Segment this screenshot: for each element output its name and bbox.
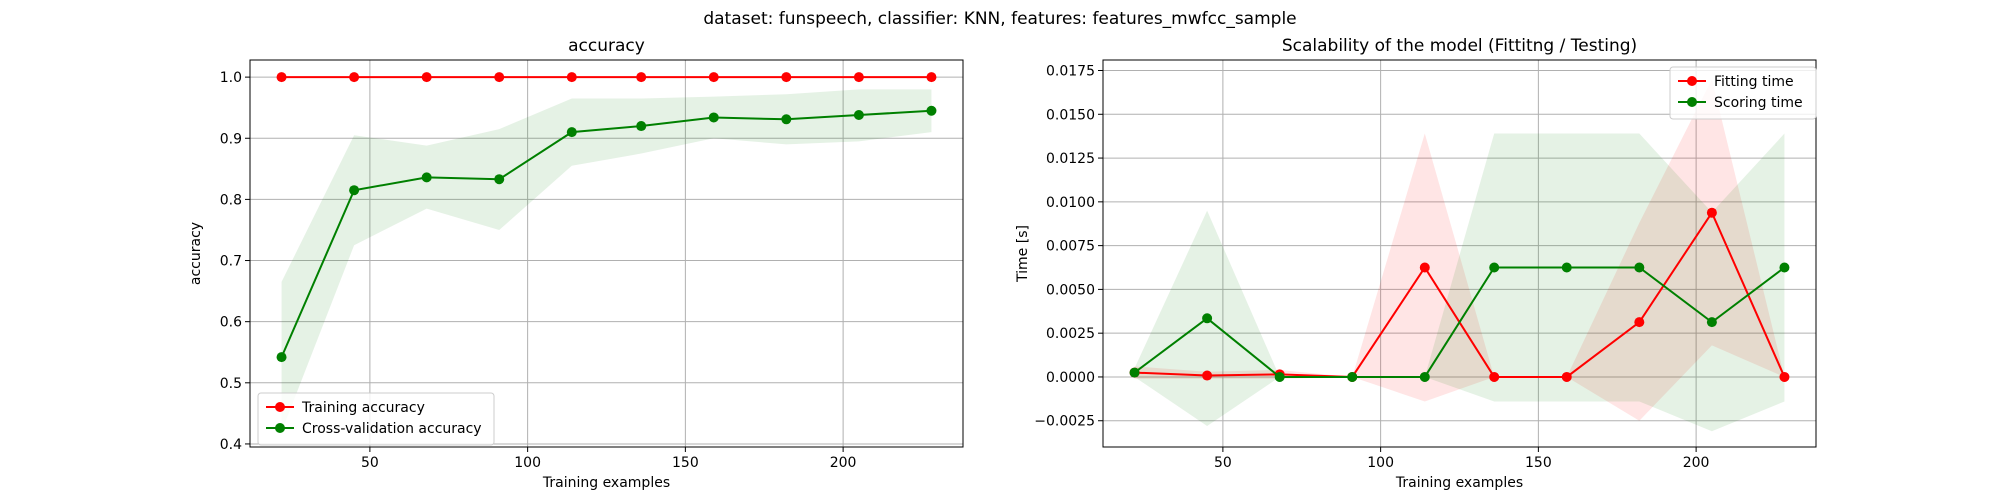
chart1-band-1 <box>1134 133 1785 432</box>
chart1-y-axis-label: Time [s] <box>1015 225 1031 283</box>
chart0-y-tick-label: 0.5 <box>220 376 242 392</box>
chart1-plot-area <box>1129 79 1790 432</box>
chart0-legend-box <box>257 392 495 446</box>
chart1-point <box>1347 371 1358 382</box>
chart0-band-1 <box>281 89 932 432</box>
chart0-y-tick-label: 0.7 <box>220 254 242 270</box>
chart0-x-tick-label: 100 <box>514 455 541 471</box>
chart1-title: Scalability of the model (Fittitng / Tes… <box>1282 36 1637 56</box>
chart1-y-tick-label: −0.0025 <box>1034 414 1095 430</box>
chart0-point <box>708 112 719 123</box>
chart1-point <box>1779 371 1790 382</box>
chart1-point <box>1561 371 1572 382</box>
chart1-point <box>1274 371 1285 382</box>
chart1-legend-marker <box>1687 97 1697 107</box>
chart0-point <box>636 72 647 83</box>
scalability-chart: 50 100 150 200 −0.0025 0.0000 0.0025 0.0050 0.00… <box>1015 36 1817 491</box>
chart1-point <box>1634 262 1645 273</box>
chart0-point <box>494 72 505 83</box>
chart0-point <box>494 174 505 185</box>
chart0-point <box>566 127 577 138</box>
chart0-y-tick-label: 0.8 <box>220 192 242 208</box>
chart1-x-axis-label: Training examples <box>1395 475 1523 491</box>
chart1-x-tick-label: 100 <box>1367 455 1394 471</box>
chart1-x-tick-label: 50 <box>1214 455 1232 471</box>
chart1-y-tick-label: 0.0075 <box>1046 239 1095 255</box>
chart0-point <box>276 72 287 83</box>
chart0-y-tick-label: 1.0 <box>220 70 242 86</box>
chart1-point <box>1202 370 1213 381</box>
chart0-point <box>349 72 360 83</box>
chart1-y-tick-label: 0.0175 <box>1046 64 1095 80</box>
chart1-legend-box <box>1669 66 1817 120</box>
chart0-x-tick-label: 150 <box>672 455 699 471</box>
chart0-point <box>276 352 287 363</box>
chart1-x-tick-label: 150 <box>1525 455 1552 471</box>
chart1-y-tick-label: 0.0000 <box>1046 370 1095 386</box>
chart0-point <box>926 72 937 83</box>
chart0-legend-marker <box>275 423 285 433</box>
chart0-point <box>781 114 792 125</box>
chart1-point <box>1419 371 1430 382</box>
chart0-point <box>636 121 647 132</box>
chart0-point <box>421 72 432 83</box>
chart1-point <box>1779 262 1790 273</box>
chart0-legend-label: Cross-validation accuracy <box>302 421 482 437</box>
chart0-legend-marker <box>275 402 285 412</box>
figure-suptitle: dataset: funspeech, classifier: KNN, fea… <box>703 9 1296 29</box>
chart1-point <box>1419 262 1430 273</box>
chart1-point <box>1129 367 1140 378</box>
chart0-point <box>421 172 432 183</box>
chart0-x-tick-label: 50 <box>361 455 379 471</box>
chart0-x-tick-label: 200 <box>830 455 857 471</box>
chart0-legend: Training accuracy Cross-validation accura… <box>257 392 495 446</box>
chart1-point <box>1489 371 1500 382</box>
chart1-legend-marker <box>1687 76 1697 86</box>
chart0-y-tick-label: 0.4 <box>220 437 242 453</box>
chart0-legend-label: Training accuracy <box>301 400 425 416</box>
chart0-point <box>708 72 719 83</box>
chart0-point <box>926 105 937 116</box>
chart1-frame <box>1102 59 1817 448</box>
chart0-series-line-1 <box>280 109 932 358</box>
chart0-x-axis-label: Training examples <box>542 475 670 491</box>
chart0-y-tick-label: 0.9 <box>220 131 242 147</box>
chart1-x-tick-label: 200 <box>1683 455 1710 471</box>
chart0-frame <box>249 59 964 448</box>
chart1-y-tick-label: 0.0100 <box>1046 195 1095 211</box>
chart1-point <box>1634 317 1645 328</box>
chart1-point <box>1561 262 1572 273</box>
chart1-grid <box>1103 60 1816 447</box>
chart0-y-tick-label: 0.6 <box>220 315 242 331</box>
chart1-point <box>1202 313 1213 324</box>
chart0-point <box>566 72 577 83</box>
chart0-plot-area <box>276 72 937 432</box>
chart1-legend-label: Fitting time <box>1714 74 1794 90</box>
chart1-point <box>1489 262 1500 273</box>
chart0-point <box>853 72 864 83</box>
chart1-point <box>1706 317 1717 328</box>
chart1-series-line-1 <box>1133 266 1786 378</box>
accuracy-chart: 50 100 150 200 0.4 0.5 0.6 0.7 0.8 0.9 1.0 accuracy… <box>188 36 964 491</box>
chart0-point <box>853 110 864 121</box>
chart0-y-axis-label: accuracy <box>188 222 204 285</box>
chart1-legend-label: Scoring time <box>1714 95 1803 111</box>
chart1-y-tick-label: 0.0050 <box>1046 282 1095 298</box>
chart1-point <box>1706 207 1717 218</box>
chart1-y-tick-label: 0.0025 <box>1046 326 1095 342</box>
chart1-y-tick-label: 0.0150 <box>1046 107 1095 123</box>
chart0-point <box>349 185 360 196</box>
chart1-y-tick-label: 0.0125 <box>1046 151 1095 167</box>
chart0-title: accuracy <box>568 36 645 56</box>
chart1-legend: Fitting time Scoring time <box>1669 66 1817 120</box>
chart0-point <box>781 72 792 83</box>
